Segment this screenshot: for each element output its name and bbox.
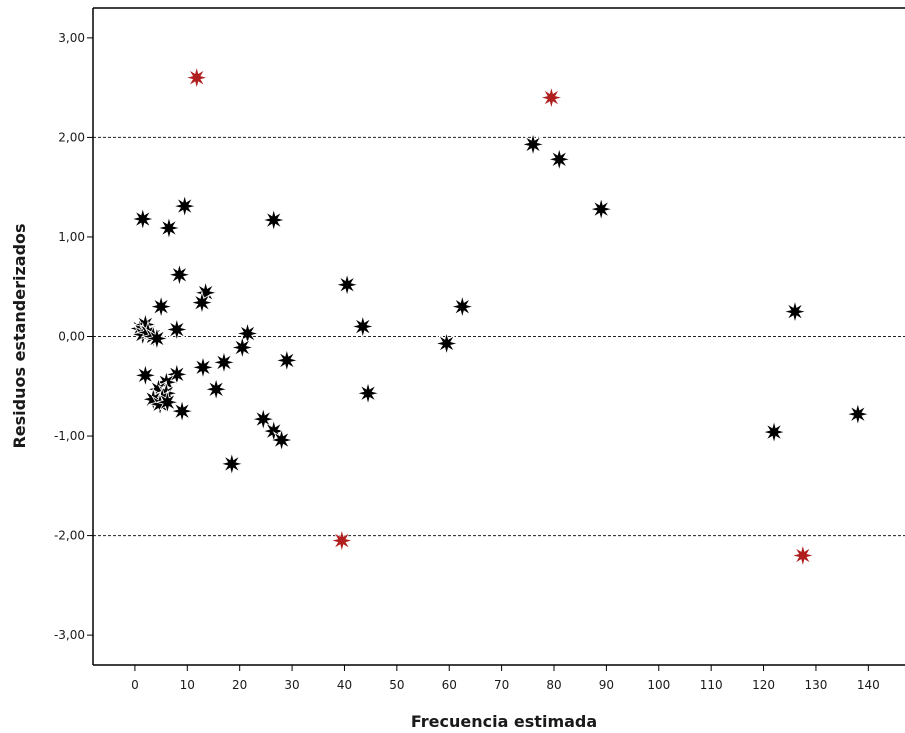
x-tick-label: 30: [284, 678, 299, 692]
star-point: [546, 146, 572, 172]
star-point: [166, 262, 193, 288]
x-tick-label: 130: [804, 678, 827, 692]
x-axis-title: Frecuencia estimada: [411, 712, 597, 731]
x-tick-label: 20: [232, 678, 247, 692]
star-point: [261, 207, 287, 233]
y-tick-label: 2,00: [58, 130, 85, 144]
y-tick-label: -3,00: [54, 628, 85, 642]
x-tick-label: 0: [131, 678, 139, 692]
outlier-star-point: [538, 85, 564, 111]
x-tick-label: 110: [700, 678, 723, 692]
star-point: [588, 196, 614, 222]
star-point: [845, 401, 871, 427]
star-point: [148, 294, 174, 320]
star-point: [219, 451, 245, 477]
star-point: [203, 376, 229, 402]
outlier-star-point: [790, 542, 816, 569]
y-tick-label: 3,00: [58, 31, 85, 45]
star-point: [520, 131, 546, 157]
x-tick-label: 100: [647, 678, 670, 692]
outlier-star-point: [184, 65, 210, 91]
y-axis-title: Residuos estanderizados: [10, 223, 29, 448]
star-point: [355, 380, 381, 406]
star-point: [269, 427, 295, 453]
star-point: [434, 330, 460, 357]
star-point: [164, 316, 190, 343]
outlier-star-point: [329, 527, 355, 554]
star-point: [189, 290, 215, 316]
x-tick-label: 80: [546, 678, 561, 692]
y-axis-ticks: -3,00 -2,00 -1,00 0,00 1,00 2,00 3,00: [54, 31, 93, 642]
star-point: [761, 419, 787, 445]
star-point: [274, 347, 300, 373]
x-tick-label: 120: [752, 678, 775, 692]
x-tick-label: 70: [494, 678, 509, 692]
y-tick-label: 0,00: [58, 330, 85, 344]
x-tick-label: 60: [442, 678, 457, 692]
star-point: [172, 193, 198, 219]
y-tick-label: -2,00: [54, 529, 85, 543]
star-point: [190, 354, 216, 380]
star-point: [144, 325, 170, 352]
x-tick-label: 90: [599, 678, 614, 692]
x-tick-label: 10: [180, 678, 195, 692]
star-point: [132, 362, 158, 388]
star-point: [130, 206, 156, 232]
reference-lines: [93, 136, 905, 537]
star-point: [169, 398, 195, 424]
x-tick-label: 50: [389, 678, 404, 692]
x-tick-label: 140: [857, 678, 880, 692]
star-point: [350, 313, 376, 340]
star-point: [154, 389, 180, 415]
star-point: [156, 215, 182, 241]
star-point: [449, 294, 475, 320]
star-point: [782, 299, 808, 325]
star-point: [229, 334, 255, 361]
star-point: [334, 272, 360, 298]
star-point: [211, 349, 237, 375]
data-points: [127, 65, 871, 569]
x-axis-ticks: 0 10 20 30 40 50 60 70 80 90 100 110 120 130 140: [131, 665, 880, 692]
y-tick-label: 1,00: [58, 230, 85, 244]
x-tick-label: 40: [337, 678, 352, 692]
y-tick-label: -1,00: [54, 429, 85, 443]
